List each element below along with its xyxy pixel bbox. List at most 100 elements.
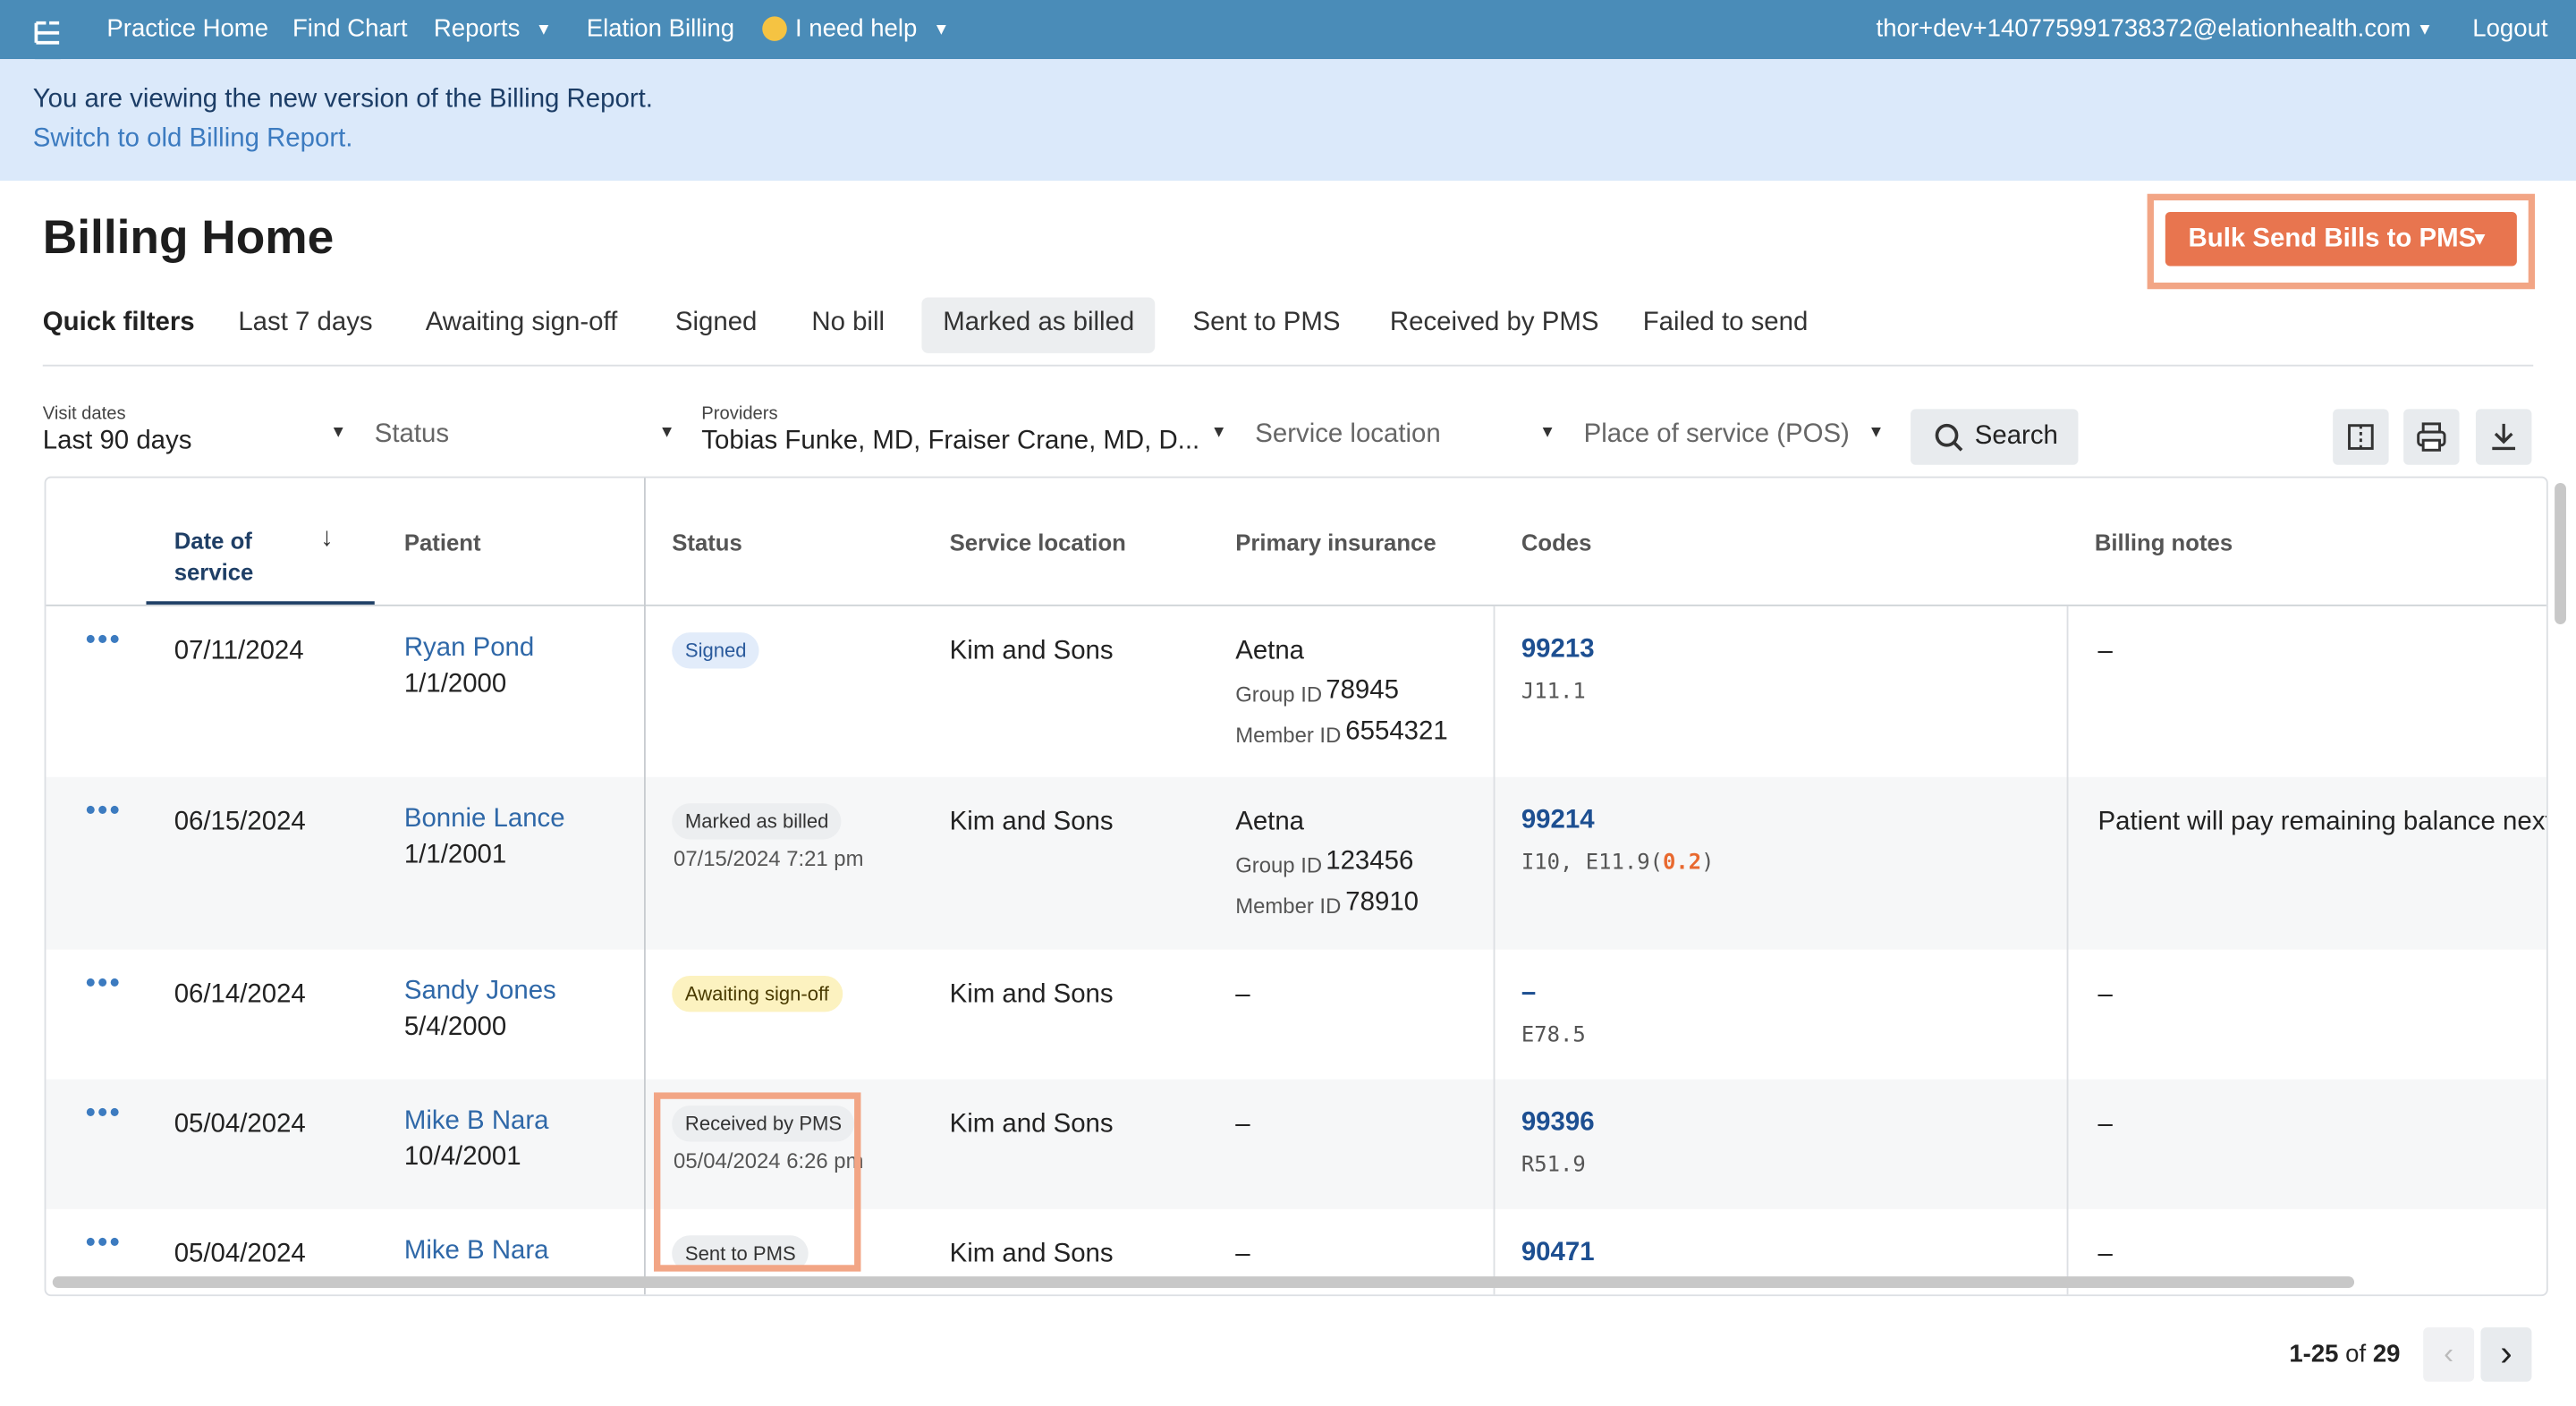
status-badge: Received by PMS bbox=[672, 1105, 855, 1142]
column-header[interactable]: Date of service bbox=[174, 527, 254, 585]
procedure-code[interactable]: – bbox=[1521, 978, 1537, 1007]
billing-notes: – bbox=[2097, 1240, 2113, 1268]
diagnosis-code: ) bbox=[1701, 851, 1715, 876]
row-bg bbox=[46, 1079, 2546, 1209]
column-divider bbox=[2066, 606, 2069, 1295]
dropdown-arrow: ▼ bbox=[658, 423, 675, 443]
bulk-send-button[interactable]: Bulk Send Bills to PMS ▼ bbox=[2165, 211, 2517, 267]
next-page-button[interactable]: › bbox=[2480, 1327, 2532, 1382]
billing-notes: Patient will pay remaining balance next bbox=[2097, 808, 2548, 836]
procedure-code[interactable]: 99214 bbox=[1521, 806, 1595, 835]
logo-icon bbox=[34, 21, 60, 45]
column-header[interactable]: Codes bbox=[1521, 529, 1592, 555]
column-header[interactable]: Billing notes bbox=[2094, 529, 2233, 555]
row-menu[interactable]: ••• bbox=[85, 793, 122, 826]
page-title: Billing Home bbox=[42, 211, 335, 265]
patient-name[interactable]: Ryan Pond bbox=[403, 633, 535, 663]
quick-filter[interactable]: Failed to send bbox=[1642, 309, 1809, 337]
filter-value[interactable]: Tobias Funke, MD, Fraiser Crane, MD, D..… bbox=[701, 427, 1200, 455]
column-header[interactable]: Patient bbox=[403, 529, 481, 555]
procedure-code[interactable]: 99396 bbox=[1521, 1108, 1595, 1138]
vertical-scrollbar bbox=[2555, 483, 2566, 624]
filter-value[interactable]: Service location bbox=[1255, 420, 1441, 449]
date: 05/04/2024 bbox=[174, 1110, 306, 1139]
row-bg bbox=[46, 776, 2546, 950]
logout[interactable]: Logout bbox=[2472, 14, 2548, 43]
print-button[interactable] bbox=[2403, 409, 2460, 465]
nav-item[interactable]: Find Chart bbox=[292, 14, 408, 43]
row-menu[interactable]: ••• bbox=[85, 1096, 122, 1129]
member-label: Member ID bbox=[1235, 894, 1342, 919]
pagination-text: 1-25 of 29 bbox=[2289, 1339, 2400, 1372]
dropdown-arrow: ▼ bbox=[1539, 423, 1556, 443]
column-divider bbox=[1493, 606, 1496, 1295]
patient-name[interactable]: Sandy Jones bbox=[403, 977, 556, 1006]
service-location: Kim and Sons bbox=[949, 980, 1114, 1009]
quick-filter-divider bbox=[42, 364, 2534, 367]
service-location: Kim and Sons bbox=[949, 1110, 1114, 1139]
patient-name[interactable]: Bonnie Lance bbox=[403, 805, 565, 834]
pagination-range: 1-25 bbox=[2289, 1340, 2339, 1369]
date: 06/15/2024 bbox=[174, 808, 306, 836]
date: 05/04/2024 bbox=[174, 1240, 306, 1268]
column-header[interactable]: Status bbox=[672, 529, 742, 555]
filter-value[interactable]: Place of service (POS) bbox=[1583, 420, 1850, 449]
nav-item[interactable]: Reports bbox=[433, 14, 521, 43]
search-button[interactable]: Search bbox=[1911, 409, 2079, 465]
quick-filter[interactable]: No bill bbox=[811, 309, 886, 337]
nav-item[interactable]: Practice Home bbox=[106, 14, 269, 43]
quick-filter[interactable]: Signed bbox=[674, 309, 758, 337]
row-menu[interactable]: ••• bbox=[85, 966, 122, 999]
patient-name[interactable]: Mike B Nara bbox=[403, 1237, 549, 1266]
user-menu[interactable]: thor+dev+140775991738372@elationhealth.c… bbox=[1876, 14, 2411, 43]
filter-value[interactable]: Status bbox=[374, 420, 450, 449]
quick-filter[interactable]: Last 7 days bbox=[238, 309, 373, 337]
help-icon bbox=[762, 16, 787, 41]
banner-link[interactable]: Switch to old Billing Report. bbox=[32, 124, 353, 153]
status-badge: Marked as billed bbox=[672, 803, 843, 840]
bulk-send-label: Bulk Send Bills to PMS bbox=[2188, 224, 2477, 253]
banner bbox=[0, 59, 2576, 182]
search-icon bbox=[1935, 423, 1963, 452]
group-id: 123456 bbox=[1326, 847, 1414, 876]
nav-item[interactable]: I need help bbox=[794, 14, 918, 43]
logo[interactable] bbox=[20, 3, 76, 63]
patient-name[interactable]: Mike B Nara bbox=[403, 1106, 549, 1136]
insurance-name: – bbox=[1235, 1240, 1250, 1268]
column-header[interactable]: Service location bbox=[949, 529, 1126, 555]
service-location: Kim and Sons bbox=[949, 808, 1114, 836]
nav-item[interactable]: Elation Billing bbox=[586, 14, 735, 43]
insurance-name: – bbox=[1235, 980, 1250, 1009]
diagnoses: I10, E11.9(0.2) bbox=[1521, 851, 1715, 877]
quick-filter[interactable]: Sent to PMS bbox=[1192, 309, 1341, 337]
quick-filter[interactable]: Marked as billed bbox=[943, 309, 1135, 337]
nav-bar bbox=[0, 0, 2576, 60]
columns-button[interactable] bbox=[2333, 409, 2389, 465]
column-header[interactable]: Primary insurance bbox=[1235, 529, 1436, 555]
filter-value[interactable]: Last 90 days bbox=[42, 427, 192, 455]
insurance-name: – bbox=[1235, 1110, 1250, 1139]
banner-message: You are viewing the new version of the B… bbox=[32, 85, 653, 114]
filter-label: Providers bbox=[701, 403, 778, 424]
quick-filter-selected-bg bbox=[921, 297, 1156, 353]
quick-filter[interactable]: Awaiting sign-off bbox=[425, 309, 618, 337]
sort-icon: ↓ bbox=[320, 523, 334, 553]
download-button[interactable] bbox=[2475, 409, 2532, 465]
highlight-box bbox=[654, 1092, 861, 1272]
procedure-code[interactable]: 90471 bbox=[1521, 1238, 1595, 1267]
row-menu[interactable]: ••• bbox=[85, 1225, 122, 1258]
horizontal-scrollbar bbox=[52, 1276, 2355, 1289]
prev-page-button[interactable]: ‹ bbox=[2423, 1327, 2475, 1382]
quick-filter[interactable]: Received by PMS bbox=[1389, 309, 1599, 337]
patient-dob: 1/1/2001 bbox=[403, 841, 507, 869]
dropdown-arrow: ▼ bbox=[1868, 423, 1885, 443]
diagnosis-code: E78.5 bbox=[1521, 1023, 1586, 1048]
pagination-of: of bbox=[2345, 1340, 2367, 1369]
diagnoses: J11.1 bbox=[1521, 680, 1586, 706]
procedure-code[interactable]: 99213 bbox=[1521, 635, 1595, 665]
status-time: 05/04/2024 6:26 pm bbox=[674, 1148, 864, 1173]
columns-icon bbox=[2348, 424, 2374, 450]
member-label: Member ID bbox=[1235, 723, 1342, 748]
row-menu[interactable]: ••• bbox=[85, 623, 122, 656]
